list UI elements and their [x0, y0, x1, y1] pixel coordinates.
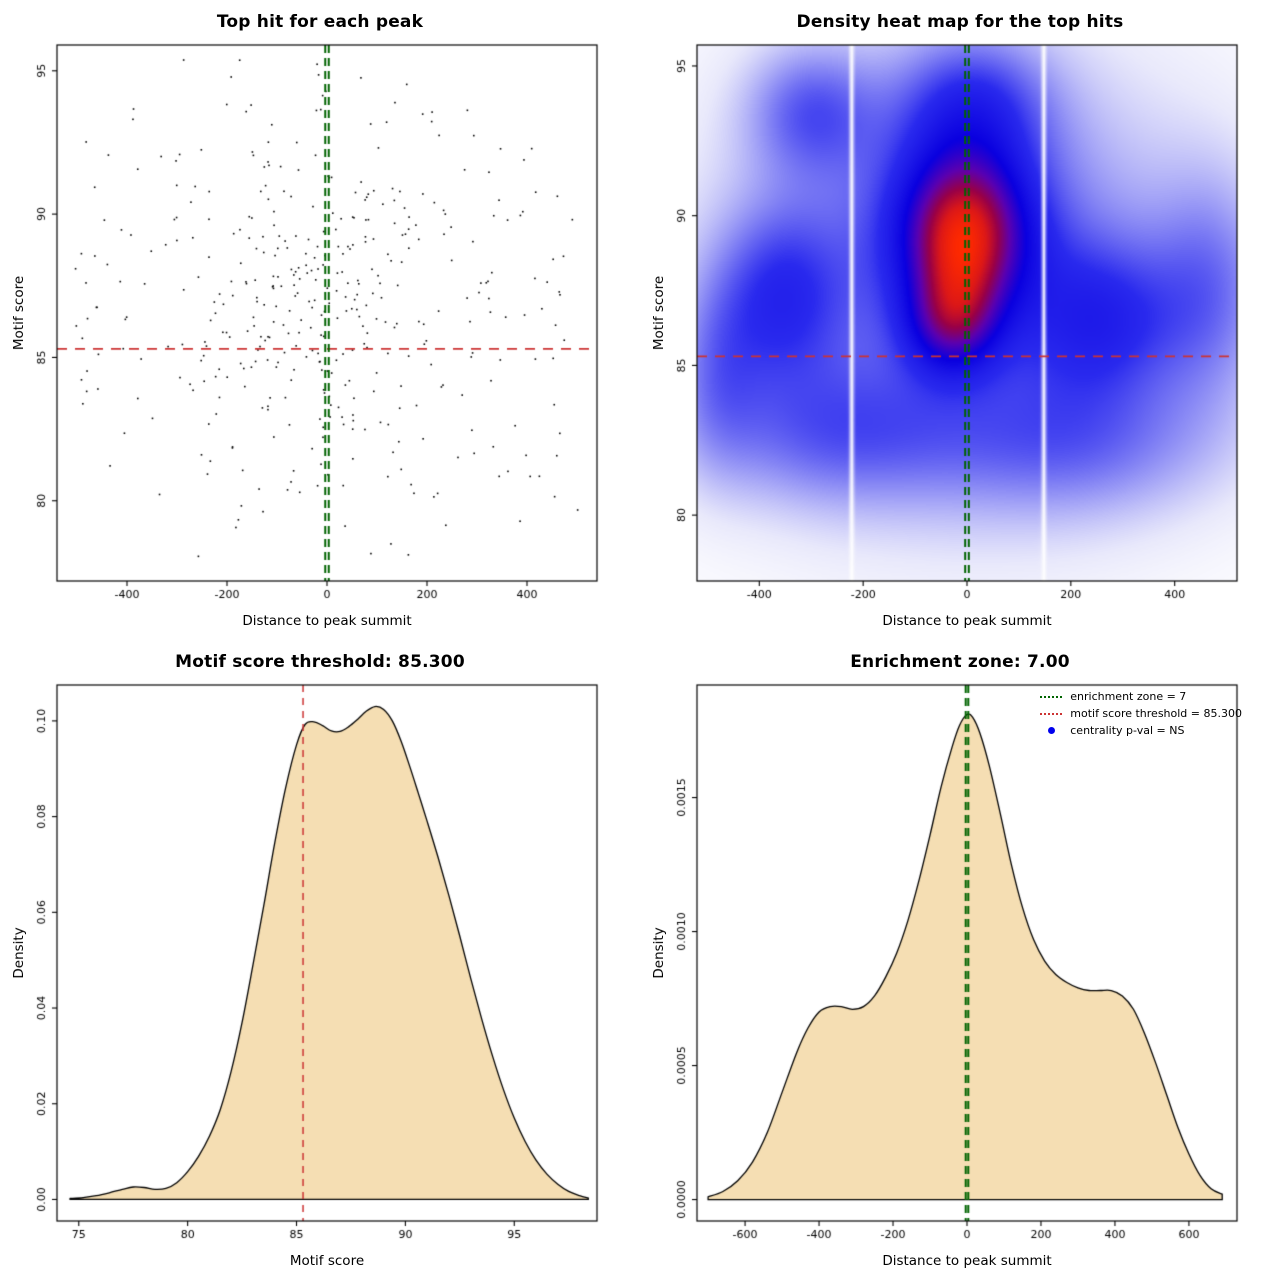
panel-enrichment-zone-density: Enrichment zone: 7.00 Distance to peak s…	[640, 640, 1280, 1280]
x-axis-label: Distance to peak summit	[882, 1253, 1052, 1269]
panel-motif-score-density: Motif score threshold: 85.300 Motif scor…	[0, 640, 640, 1280]
legend-item-centrality-pval: centrality p-val = NS	[1040, 724, 1242, 737]
chart-title: Density heat map for the top hits	[796, 12, 1124, 32]
motif-score-density-canvas	[0, 640, 640, 1280]
y-axis-label: Density	[11, 927, 27, 979]
y-axis-label: Motif score	[11, 275, 27, 351]
green-dotted-line-icon	[1040, 695, 1063, 698]
y-axis-label: Motif score	[651, 275, 667, 351]
red-dotted-line-icon	[1040, 712, 1063, 715]
panel-density-heatmap: Density heat map for the top hits Distan…	[640, 0, 1280, 640]
chart-title: Top hit for each peak	[216, 12, 424, 32]
x-axis-label: Distance to peak summit	[242, 613, 412, 629]
legend-label: motif score threshold = 85.300	[1070, 707, 1242, 720]
blue-dot-icon	[1048, 727, 1056, 734]
y-axis-label: Density	[651, 927, 667, 979]
x-axis-label: Motif score	[289, 1253, 365, 1269]
legend-item-motif-threshold: motif score threshold = 85.300	[1040, 707, 1242, 720]
legend-label: enrichment zone = 7	[1070, 690, 1187, 703]
legend: enrichment zone = 7 motif score threshol…	[1040, 690, 1242, 737]
chart-title: Enrichment zone: 7.00	[850, 652, 1070, 672]
legend-item-enrichment-zone: enrichment zone = 7	[1040, 690, 1242, 703]
chart-title: Motif score threshold: 85.300	[175, 652, 465, 672]
scatter-plot-canvas	[0, 0, 640, 640]
panel-scatter-top-hits: Top hit for each peak Distance to peak s…	[0, 0, 640, 640]
heatmap-canvas	[640, 0, 1280, 640]
legend-label: centrality p-val = NS	[1070, 724, 1185, 737]
enrichment-zone-density-canvas	[640, 640, 1280, 1280]
x-axis-label: Distance to peak summit	[882, 613, 1052, 629]
